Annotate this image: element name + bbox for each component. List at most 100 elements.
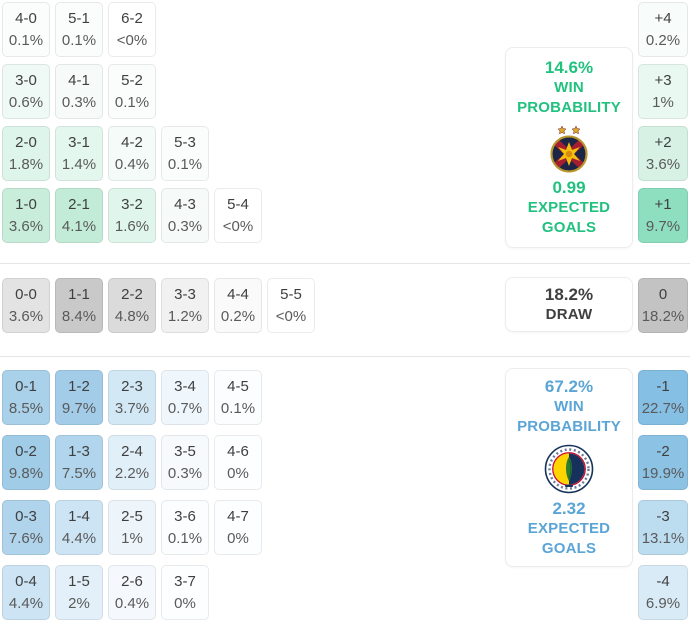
- home-win-label-line2: PROBABILITY: [517, 98, 621, 116]
- home-goal-diff-column: +4 0.2% +3 1% +2 3.6% +1 9.7%: [638, 2, 688, 243]
- score-label: 2-0: [15, 133, 37, 151]
- probability-label: 1%: [652, 93, 674, 111]
- score-label: 1-5: [68, 572, 90, 590]
- probability-label: 2.2%: [114, 464, 150, 482]
- probability-label: <0%: [222, 217, 254, 235]
- score-label: 3-5: [174, 442, 196, 460]
- probability-label: 0.1%: [8, 31, 44, 49]
- score-label: +2: [654, 133, 672, 151]
- away-xg-label-line2: GOALS: [541, 539, 597, 557]
- score-cell: 3-5 0.3%: [161, 435, 209, 490]
- score-cell: 1-0 3.6%: [2, 188, 50, 243]
- score-label: 2-5: [121, 507, 143, 525]
- score-cell: 2-5 1%: [108, 500, 156, 555]
- section-divider: [0, 356, 690, 357]
- home-xg-label-line1: EXPECTED: [527, 198, 611, 216]
- home-expected-goals-value: 0.99: [552, 177, 586, 197]
- draw-goal-diff-column: 0 18.2%: [638, 278, 688, 333]
- score-cell: 1-4 4.4%: [55, 500, 103, 555]
- probability-label: 0.1%: [167, 155, 203, 173]
- score-label: -1: [656, 377, 670, 395]
- score-cell: 4-1 0.3%: [55, 64, 103, 119]
- score-cell: 6-2 <0%: [108, 2, 156, 57]
- score-label: 3-4: [174, 377, 196, 395]
- score-cell: 3-4 0.7%: [161, 370, 209, 425]
- score-label: 4-0: [15, 9, 37, 27]
- score-label: 4-3: [174, 195, 196, 213]
- score-row: 0-0 3.6% 1-1 8.4% 2-2 4.8% 3-3 1.2% 4-4 0.2% 5-5 <0…: [2, 278, 315, 333]
- score-label: 2-3: [121, 377, 143, 395]
- score-cell: 0-1 8.5%: [2, 370, 50, 425]
- score-label: 4-2: [121, 133, 143, 151]
- score-label: 0-3: [15, 507, 37, 525]
- score-row: 0-4 4.4% 1-5 2% 2-6 0.4% 3-7 0%: [2, 565, 262, 620]
- score-cell: 1-2 9.7%: [55, 370, 103, 425]
- probability-label: 13.1%: [641, 529, 685, 547]
- score-cell: -3 13.1%: [638, 500, 688, 555]
- score-cell: -4 6.9%: [638, 565, 688, 620]
- probability-label: 22.7%: [641, 399, 685, 417]
- score-cell: 2-2 4.8%: [108, 278, 156, 333]
- probability-label: 0.3%: [61, 93, 97, 111]
- probability-label: 0.2%: [220, 307, 256, 325]
- probability-label: 0.7%: [167, 399, 203, 417]
- score-label: +3: [654, 71, 672, 89]
- score-cell: 0-4 4.4%: [2, 565, 50, 620]
- score-cell: 0 18.2%: [638, 278, 688, 333]
- away-win-probability-card: 67.2% WIN PROBABILITY 2.32 EXPECTED GOAL…: [505, 368, 633, 567]
- score-cell: 1-5 2%: [55, 565, 103, 620]
- score-row: 1-0 3.6% 2-1 4.1% 3-2 1.6% 4-3 0.3% 5-4 <0%: [2, 188, 262, 243]
- score-cell: 4-6 0%: [214, 435, 262, 490]
- score-cell: 4-0 0.1%: [2, 2, 50, 57]
- probability-label: 9.7%: [61, 399, 97, 417]
- score-row: 4-0 0.1% 5-1 0.1% 6-2 <0%: [2, 2, 262, 57]
- score-label: 3-7: [174, 572, 196, 590]
- score-cell: 5-1 0.1%: [55, 2, 103, 57]
- score-cell: 5-2 0.1%: [108, 64, 156, 119]
- score-label: 2-4: [121, 442, 143, 460]
- probability-label: 4.1%: [61, 217, 97, 235]
- score-cell: 3-1 1.4%: [55, 126, 103, 181]
- score-cell: 2-3 3.7%: [108, 370, 156, 425]
- score-label: 3-6: [174, 507, 196, 525]
- score-label: 0-4: [15, 572, 37, 590]
- draw-percentage: 18.2%: [544, 284, 594, 304]
- probability-label: 0.1%: [114, 93, 150, 111]
- section-divider: [0, 263, 690, 264]
- score-cell: -2 19.9%: [638, 435, 688, 490]
- score-row: 3-0 0.6% 4-1 0.3% 5-2 0.1%: [2, 64, 262, 119]
- score-cell: 0-0 3.6%: [2, 278, 50, 333]
- score-label: 1-3: [68, 442, 90, 460]
- probability-label: 0.3%: [167, 464, 203, 482]
- probability-label: 4.4%: [61, 529, 97, 547]
- score-label: 2-2: [121, 285, 143, 303]
- score-cell: +3 1%: [638, 64, 688, 119]
- probability-label: 1%: [121, 529, 143, 547]
- probability-label: 0.1%: [61, 31, 97, 49]
- score-cell: 1-1 8.4%: [55, 278, 103, 333]
- score-cell: 0-2 9.8%: [2, 435, 50, 490]
- probability-label: 3.6%: [8, 307, 44, 325]
- score-label: 3-0: [15, 71, 37, 89]
- probability-label: <0%: [275, 307, 307, 325]
- away-win-label-line2: PROBABILITY: [517, 417, 621, 435]
- score-label: 5-4: [227, 195, 249, 213]
- probability-label: 3.6%: [8, 217, 44, 235]
- home-xg-label-line2: GOALS: [541, 218, 597, 236]
- score-cell: 4-7 0%: [214, 500, 262, 555]
- score-row: 0-2 9.8% 1-3 7.5% 2-4 2.2% 3-5 0.3% 4-6 0%: [2, 435, 262, 490]
- probability-label: 9.8%: [8, 464, 44, 482]
- draw-probability-card: 18.2% DRAW: [505, 277, 633, 332]
- score-label: 6-2: [121, 9, 143, 27]
- fcsb-crest-icon: [548, 124, 590, 173]
- score-cell: -1 22.7%: [638, 370, 688, 425]
- probability-label: 19.9%: [641, 464, 685, 482]
- home-win-score-grid: 4-0 0.1% 5-1 0.1% 6-2 <0% 3-0 0.6% 4-1 0.3% 5-2 0.1…: [2, 2, 262, 250]
- score-cell: 3-6 0.1%: [161, 500, 209, 555]
- score-cell: 3-7 0%: [161, 565, 209, 620]
- score-label: 2-1: [68, 195, 90, 213]
- score-label: 1-1: [68, 285, 90, 303]
- home-win-percentage: 14.6%: [544, 57, 594, 77]
- score-label: 1-2: [68, 377, 90, 395]
- score-label: 4-4: [227, 285, 249, 303]
